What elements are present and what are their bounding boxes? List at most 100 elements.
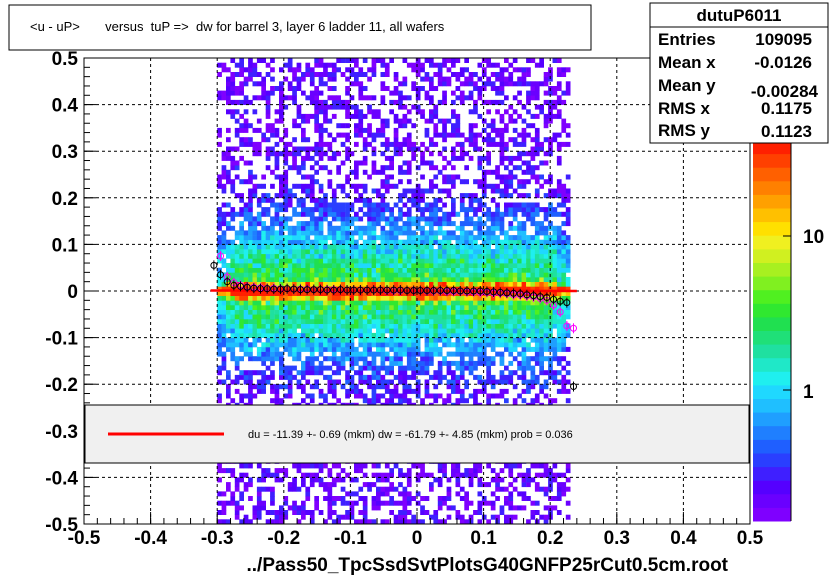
heatmap-cell: [296, 151, 302, 157]
heatmap-cell: [239, 207, 244, 213]
heatmap-cell: [376, 379, 381, 385]
heatmap-cell: [459, 207, 465, 213]
heatmap-cell: [327, 388, 333, 394]
heatmap-cell: [561, 291, 567, 296]
heatmap-cell: [243, 230, 249, 236]
heatmap-cell: [437, 374, 443, 380]
heatmap-cell: [270, 225, 275, 231]
heatmap-cell: [318, 109, 324, 115]
heatmap-cell: [433, 393, 439, 399]
heatmap-cell: [504, 67, 509, 73]
heatmap-cell: [504, 309, 509, 315]
heatmap-cell: [459, 337, 465, 343]
heatmap-cell: [336, 398, 341, 404]
heatmap-cell: [261, 500, 266, 506]
heatmap-cell: [393, 486, 399, 492]
heatmap-cell: [495, 188, 500, 194]
heatmap-cell: [481, 169, 487, 175]
heatmap-cell: [521, 137, 527, 143]
heatmap-cell: [406, 346, 412, 352]
heatmap-cell: [256, 384, 262, 390]
heatmap-cell: [384, 370, 390, 376]
heatmap-cell: [296, 351, 302, 357]
heatmap-cell: [358, 72, 364, 77]
heatmap-cell: [530, 165, 536, 171]
heatmap-cell: [508, 253, 514, 259]
heatmap-cell: [508, 328, 514, 334]
heatmap-cell: [415, 207, 421, 213]
heatmap-cell: [380, 225, 386, 231]
heatmap-cell: [468, 249, 474, 255]
heatmap-cell: [481, 244, 487, 250]
heatmap-cell: [362, 332, 368, 338]
heatmap-cell: [283, 235, 289, 241]
heatmap-cell: [393, 146, 399, 152]
heatmap-cell: [393, 305, 399, 310]
heatmap-cell: [309, 230, 315, 236]
heatmap-cell: [248, 179, 253, 185]
heatmap-cell: [252, 249, 258, 255]
heatmap-cell: [318, 482, 324, 488]
heatmap-cell: [548, 360, 553, 366]
heatmap-cell: [248, 393, 253, 399]
heatmap-cell: [384, 323, 390, 329]
heatmap-cell: [301, 225, 306, 231]
heatmap-cell: [371, 388, 377, 394]
heatmap-cell: [389, 183, 394, 189]
heatmap-cell: [252, 342, 258, 348]
heatmap-cell: [309, 319, 315, 324]
heatmap-cell: [345, 337, 350, 343]
heatmap-cell: [340, 356, 346, 362]
heatmap-cell: [243, 123, 249, 129]
heatmap-cell: [402, 337, 408, 343]
heatmap-cell: [349, 230, 355, 236]
heatmap-cell: [376, 384, 381, 390]
heatmap-cell: [411, 277, 416, 282]
heatmap-cell: [384, 183, 390, 189]
heatmap-cell: [534, 463, 540, 469]
heatmap-cell: [261, 244, 266, 250]
heatmap-cell: [389, 244, 394, 250]
heatmap-cell: [345, 328, 350, 334]
heatmap-cell: [565, 370, 571, 376]
heatmap-cell: [234, 244, 240, 250]
heatmap-cell: [248, 388, 253, 394]
heatmap-cell: [384, 137, 390, 143]
heatmap-cell: [252, 109, 258, 115]
heatmap-cell: [309, 398, 315, 404]
heatmap-cell: [393, 86, 399, 91]
heatmap-cell: [274, 263, 280, 268]
heatmap-cell: [367, 258, 372, 264]
heatmap-cell: [226, 169, 231, 175]
heatmap-cell: [517, 472, 522, 478]
heatmap-cell: [340, 58, 346, 63]
heatmap-cell: [508, 286, 514, 292]
heatmap-cell: [406, 328, 412, 334]
heatmap-cell: [499, 370, 505, 376]
heatmap-cell: [464, 249, 469, 255]
heatmap-cell: [345, 388, 350, 394]
heatmap-cell: [543, 463, 549, 469]
heatmap-cell: [323, 109, 328, 115]
heatmap-cell: [486, 253, 491, 259]
heatmap-cell: [384, 67, 390, 73]
heatmap-cell: [508, 332, 514, 338]
heatmap-cell: [446, 239, 452, 245]
heatmap-cell: [534, 398, 540, 404]
heatmap-cell: [256, 267, 262, 273]
heatmap-cell: [459, 486, 465, 492]
heatmap-cell: [446, 132, 452, 138]
heatmap-cell: [270, 86, 275, 91]
heatmap-cell: [398, 225, 403, 231]
heatmap-cell: [248, 370, 253, 376]
heatmap-cell: [239, 179, 244, 185]
heatmap-cell: [512, 346, 518, 352]
heatmap-cell: [345, 309, 350, 315]
heatmap-cell: [490, 239, 496, 245]
heatmap-cell: [539, 300, 544, 306]
heatmap-cell: [296, 342, 302, 348]
heatmap-cell: [248, 160, 253, 166]
heatmap-cell: [398, 207, 403, 213]
heatmap-cell: [561, 263, 567, 268]
heatmap-cell: [376, 272, 381, 278]
